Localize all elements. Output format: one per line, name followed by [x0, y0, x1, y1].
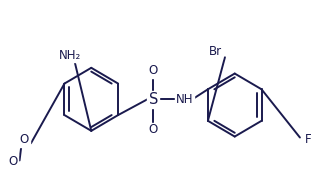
Text: O: O	[20, 133, 29, 146]
Text: F: F	[305, 133, 311, 146]
Text: NH: NH	[175, 93, 193, 106]
Text: S: S	[149, 92, 158, 107]
Text: Br: Br	[209, 45, 222, 58]
Text: O: O	[8, 155, 18, 168]
Text: O: O	[149, 64, 158, 77]
Text: NH₂: NH₂	[59, 49, 81, 62]
Text: O: O	[149, 123, 158, 136]
